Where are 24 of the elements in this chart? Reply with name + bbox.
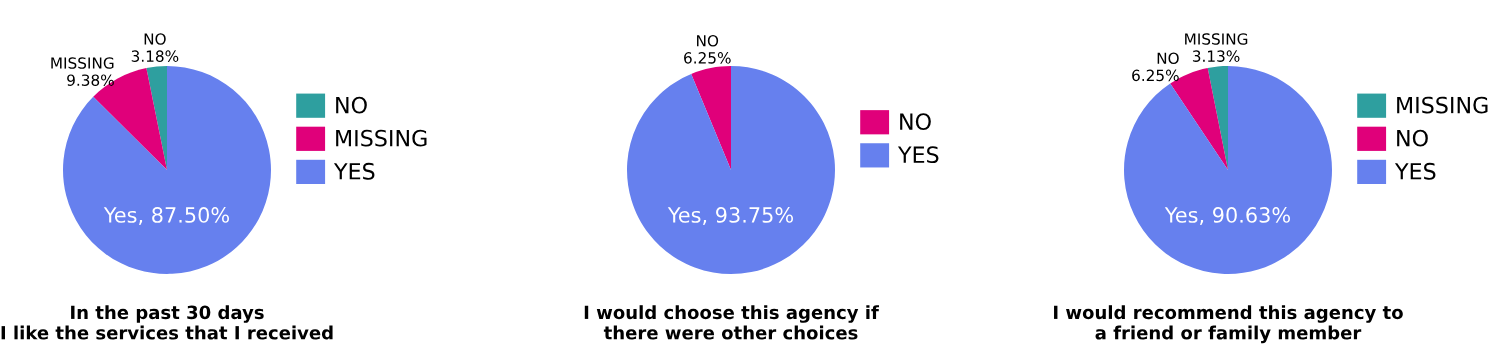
- legend-label: YES: [333, 162, 375, 180]
- data-label: NO 6.25%: [684, 34, 731, 64]
- text: In the past 30 days I like the services that I received: [1, 305, 333, 340]
- data-label: Yes, 87.50%: [103, 207, 230, 225]
- data-label: MISSING 3.13%: [1185, 33, 1248, 62]
- legend-label: MISSING: [336, 129, 427, 147]
- legend-label: NO: [336, 96, 367, 114]
- pie-slice: [627, 66, 835, 274]
- text: I would choose this agency if there were other choices: [584, 305, 880, 340]
- pie-slice: [1124, 66, 1332, 274]
- legend-label: YES: [897, 146, 939, 164]
- data-label: NO 3.18%: [131, 33, 179, 62]
- legend-label: NO: [900, 113, 931, 130]
- legend-label: MISSING: [1397, 96, 1488, 114]
- legend-label: NO: [1397, 129, 1428, 147]
- data-label: Yes, 93.75%: [667, 207, 794, 225]
- legend-label: YES: [1394, 162, 1436, 180]
- text: I would recommend this agency to a friend or family member: [1054, 305, 1403, 344]
- pie-slice: [1207, 66, 1228, 170]
- data-label: NO 6.25%: [1132, 52, 1179, 82]
- data-label: MISSING 9.38%: [51, 57, 114, 86]
- pie-slice: [146, 66, 167, 170]
- pie-slice: [691, 66, 731, 170]
- data-label: Yes, 90.63%: [1164, 207, 1291, 225]
